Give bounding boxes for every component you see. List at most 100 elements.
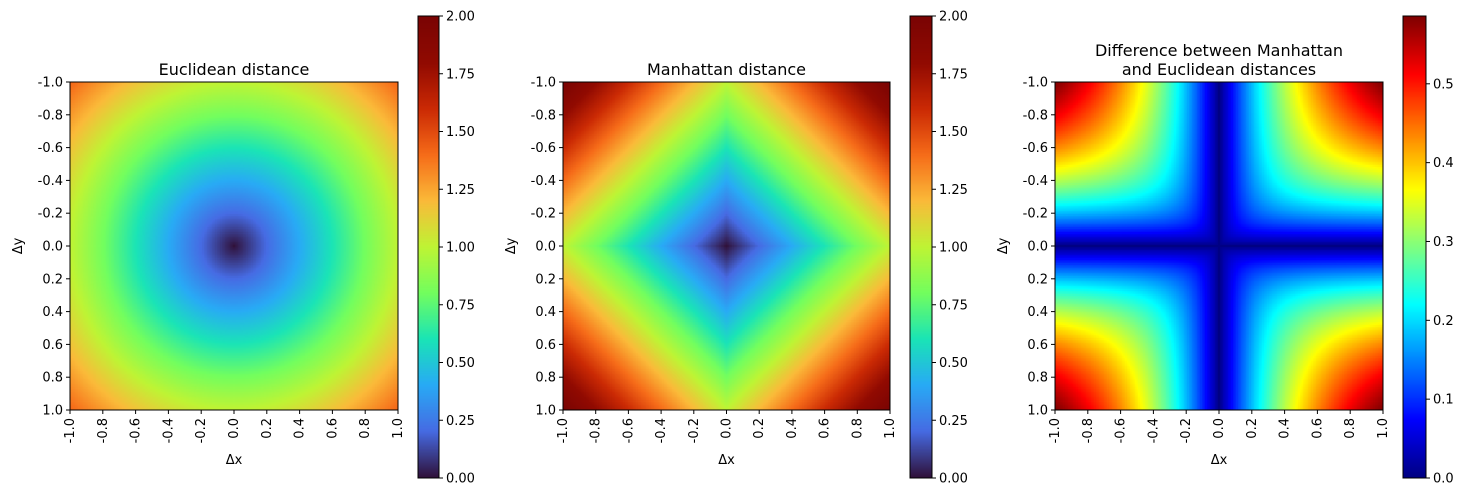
y-axis-label: Δy [11,237,26,254]
x-tick-label: 0.8 [358,418,373,439]
colorbar-tick-label: 0.3 [1433,235,1454,250]
x-tick-label: -1.0 [556,418,571,443]
colorbar-gradient [418,16,439,478]
heatmap-manhattan [563,82,890,410]
y-tick-label: 0.6 [1027,338,1048,353]
colorbar-tick-label: 0.75 [939,298,968,313]
y-tick-label: -0.8 [531,108,556,123]
colorbar-frame [1402,15,1427,479]
y-tick-label: -0.2 [531,207,556,222]
x-tick-label: -0.2 [194,418,209,443]
y-tick-label: -0.6 [38,141,63,156]
x-tick-label: -1.0 [63,418,78,443]
colorbar-tick-label: 0.50 [939,356,968,371]
y-axis-label: Δy [504,237,519,254]
x-tick-label: 1.0 [883,418,898,439]
y-tick-label: 0.8 [42,371,63,386]
colorbar-tick-label: 1.00 [939,241,968,256]
y-tick-label: -0.6 [1023,141,1048,156]
y-axis-label: Δy [996,237,1011,254]
colorbar-tick-label: 1.25 [446,183,475,198]
chart-title-line: Euclidean distance [159,60,310,79]
y-tick-label: -1.0 [531,76,556,91]
colorbar-tick-label: 2.00 [939,10,968,25]
y-tick-label: -0.8 [38,108,63,123]
x-tick-label: -0.8 [589,418,604,443]
colorbar: 0.00 0.25 0.50 0.75 1.00 1.25 1.50 1.75 2.00 [909,10,968,487]
colorbar-tick-label: 0.25 [939,414,968,429]
colorbar-tick-label: 0.50 [446,356,475,371]
y-tick-label: 0.2 [42,272,63,287]
y-tick-label: -1.0 [1023,76,1048,91]
colorbar-gradient [910,16,932,478]
x-tick-label: -0.8 [1081,418,1096,443]
y-tick-label: 0.8 [535,371,556,386]
y-tick-label: 0.4 [42,305,63,320]
y-tick-label: 1.0 [1027,404,1048,419]
x-tick-label: 1.0 [391,418,406,439]
y-tick-label: 0.0 [535,240,556,255]
y-tick-label: 1.0 [42,404,63,419]
y-tick-label: -0.2 [1023,207,1048,222]
y-tick-label: 0.4 [535,305,556,320]
x-axis-label: Δx [1211,453,1228,468]
y-tick-label: 0.6 [535,338,556,353]
y-tick-label: 0.4 [1027,305,1048,320]
colorbar-tick-label: 2.00 [446,10,475,25]
x-tick-label: -0.4 [1146,418,1161,443]
x-tick-label: -0.4 [161,418,176,443]
colorbar-gradient [1403,16,1426,478]
chart-title-line: Difference between Manhattan [1095,41,1343,60]
colorbar: 0.00 0.25 0.50 0.75 1.00 1.25 1.50 1.75 2.00 [417,10,475,487]
y-tick-label: -0.8 [1023,108,1048,123]
y-tick-label: 1.0 [535,404,556,419]
x-tick-label: -0.2 [1179,418,1194,443]
y-tick-label: 0.2 [1027,272,1048,287]
colorbar-tick-label: 0.5 [1433,77,1454,92]
x-tick-label: 0.8 [1343,418,1358,439]
chart-panel-manhattan: Manhattan distance -1.0 -0.8 -0.6 -0.4 -0.2 0.… [504,10,968,487]
x-tick-label: 0.2 [260,418,275,439]
colorbar-tick-label: 1.75 [939,67,968,82]
x-tick-label: 0.0 [1212,418,1227,439]
x-tick-label: 0.6 [325,418,340,439]
colorbar: 0.0 0.1 0.2 0.3 0.4 0.5 [1402,15,1454,487]
x-tick-label: 0.8 [850,418,865,439]
x-tick-label: -0.6 [621,418,636,443]
y-tick-label: 0.8 [1027,371,1048,386]
colorbar-tick-label: 0.75 [446,298,475,313]
x-tick-label: 0.2 [1245,418,1260,439]
y-tick-label: -0.4 [38,174,63,189]
x-tick-label: -0.2 [687,418,702,443]
x-tick-label: 0.4 [785,418,800,439]
y-tick-label: -1.0 [38,76,63,91]
colorbar-tick-label: 1.50 [446,125,475,140]
y-tick-label: -0.2 [38,207,63,222]
colorbar-tick-label: 0.00 [939,472,968,487]
colorbar-tick-label: 1.75 [446,67,475,82]
chart-panel-euclidean: Euclidean distance -1.0 -0.8 -0.6 -0.4 -0.2 0.… [11,10,475,487]
x-tick-label: -1.0 [1048,418,1063,443]
x-tick-label: -0.4 [654,418,669,443]
x-axis-label: Δx [226,453,243,468]
colorbar-tick-label: 0.0 [1433,472,1454,487]
x-tick-label: 0.0 [227,418,242,439]
x-tick-label: 0.4 [293,418,308,439]
colorbar-tick-label: 0.00 [446,472,475,487]
colorbar-tick-label: 1.50 [939,125,968,140]
heatmap-euclidean [70,82,398,410]
colorbar-tick-label: 0.1 [1433,393,1454,408]
colorbar-tick-label: 1.25 [939,183,968,198]
x-tick-label: 0.4 [1278,418,1293,439]
y-tick-label: 0.0 [42,240,63,255]
y-tick-label: 0.2 [535,272,556,287]
colorbar-tick-label: 0.4 [1433,156,1454,171]
x-tick-label: 0.6 [818,418,833,439]
x-tick-label: 0.6 [1310,418,1325,439]
y-tick-label: -0.4 [531,174,556,189]
heatmap-difference [1055,82,1383,410]
y-tick-label: -0.4 [1023,174,1048,189]
chart-title-line: Manhattan distance [647,60,806,79]
chart-title-line: and Euclidean distances [1122,60,1316,79]
